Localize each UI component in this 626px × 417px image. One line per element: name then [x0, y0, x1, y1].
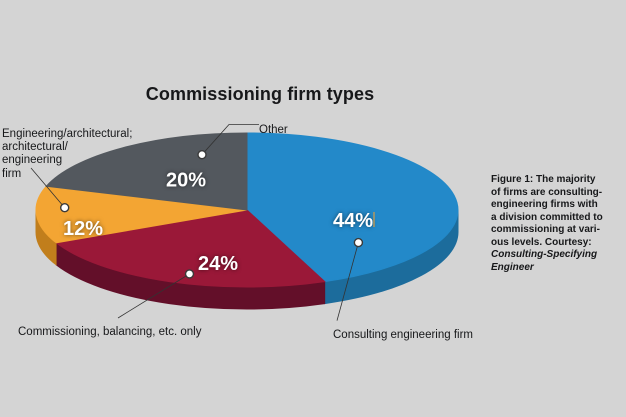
- svg-text:12%: 12%: [63, 218, 103, 240]
- svg-text:20%: 20%: [166, 170, 206, 192]
- svg-text:44%: 44%: [333, 210, 373, 232]
- svg-text:24%: 24%: [198, 253, 238, 275]
